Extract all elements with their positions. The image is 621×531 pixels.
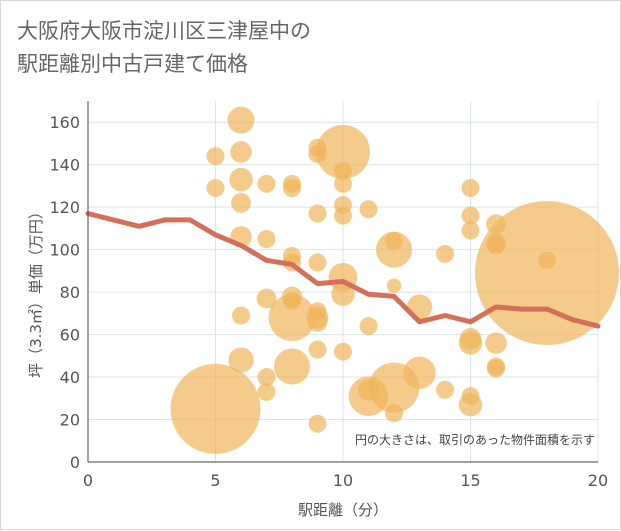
y-tick-label: 100 (49, 241, 80, 260)
data-bubble (308, 253, 327, 272)
data-bubble (461, 206, 480, 225)
data-bubble (257, 230, 276, 249)
data-bubble (231, 193, 251, 213)
data-bubble (385, 404, 403, 423)
bubble-layer (170, 106, 619, 454)
data-bubble (268, 294, 316, 341)
chart-title-line2: 駅距離別中古戸建て価格 (17, 52, 248, 76)
data-bubble (206, 179, 225, 198)
data-bubble (257, 382, 276, 401)
data-bubble (257, 368, 276, 387)
data-bubble (386, 278, 402, 293)
y-tick-label: 60 (60, 326, 80, 345)
data-bubble (229, 167, 253, 192)
y-tick-label: 80 (60, 283, 80, 302)
data-bubble (403, 356, 436, 390)
data-bubble (458, 331, 483, 355)
data-bubble (232, 306, 250, 325)
data-bubble (308, 204, 327, 223)
data-bubble (334, 206, 352, 225)
data-bubble (257, 174, 276, 193)
data-bubble (359, 317, 378, 336)
y-tick-label: 40 (60, 368, 80, 387)
data-bubble (283, 179, 301, 198)
data-bubble (308, 414, 327, 433)
data-bubble (256, 288, 277, 309)
trend-line (85, 211, 601, 329)
data-bubble (376, 231, 412, 268)
data-bubble (334, 342, 352, 361)
data-bubble (461, 179, 480, 198)
y-tick-label: 140 (49, 156, 80, 175)
data-bubble (487, 359, 505, 378)
x-tick-label: 0 (83, 471, 93, 490)
axes: 0 20 40 60 80 100 120 140 160 0 5 10 15 20 (49, 101, 608, 490)
data-bubble (538, 251, 556, 270)
data-bubble (274, 348, 310, 385)
data-bubble (230, 141, 252, 163)
data-bubble (485, 332, 507, 354)
y-tick-label: 0 (70, 453, 80, 472)
y-axis-label: 坪（3.3㎡）単価（万円） (27, 204, 45, 378)
x-tick-label: 5 (210, 471, 220, 490)
data-bubble (227, 106, 255, 134)
data-bubble (316, 124, 370, 179)
chart-title: 大阪府大阪市淀川区三津屋中の 駅距離別中古戸建て価格 (17, 15, 311, 81)
data-bubble (331, 282, 355, 306)
y-tick-label: 120 (49, 198, 80, 217)
chart-title-line1: 大阪府大阪市淀川区三津屋中の (17, 19, 311, 43)
data-bubble (359, 200, 378, 219)
data-bubble (334, 174, 352, 193)
data-bubble (334, 162, 352, 181)
data-bubble (458, 392, 483, 417)
x-axis-label: 駅距離（分） (298, 501, 388, 519)
data-bubble (436, 380, 454, 399)
data-bubble (436, 244, 454, 263)
y-tick-label: 20 (60, 411, 80, 430)
data-bubble (228, 347, 254, 373)
data-bubble (307, 311, 328, 332)
data-bubble (170, 363, 261, 454)
trend-line-layer (85, 211, 601, 329)
x-tick-label: 10 (333, 471, 353, 490)
data-bubble (461, 221, 480, 240)
data-bubble (206, 147, 225, 166)
size-note: 円の大きさは、取引のあった物件面積を示す (355, 432, 595, 447)
data-bubble (308, 340, 327, 359)
x-tick-label: 15 (460, 471, 480, 490)
y-tick-label: 160 (49, 113, 80, 132)
x-tick-label: 20 (588, 471, 608, 490)
